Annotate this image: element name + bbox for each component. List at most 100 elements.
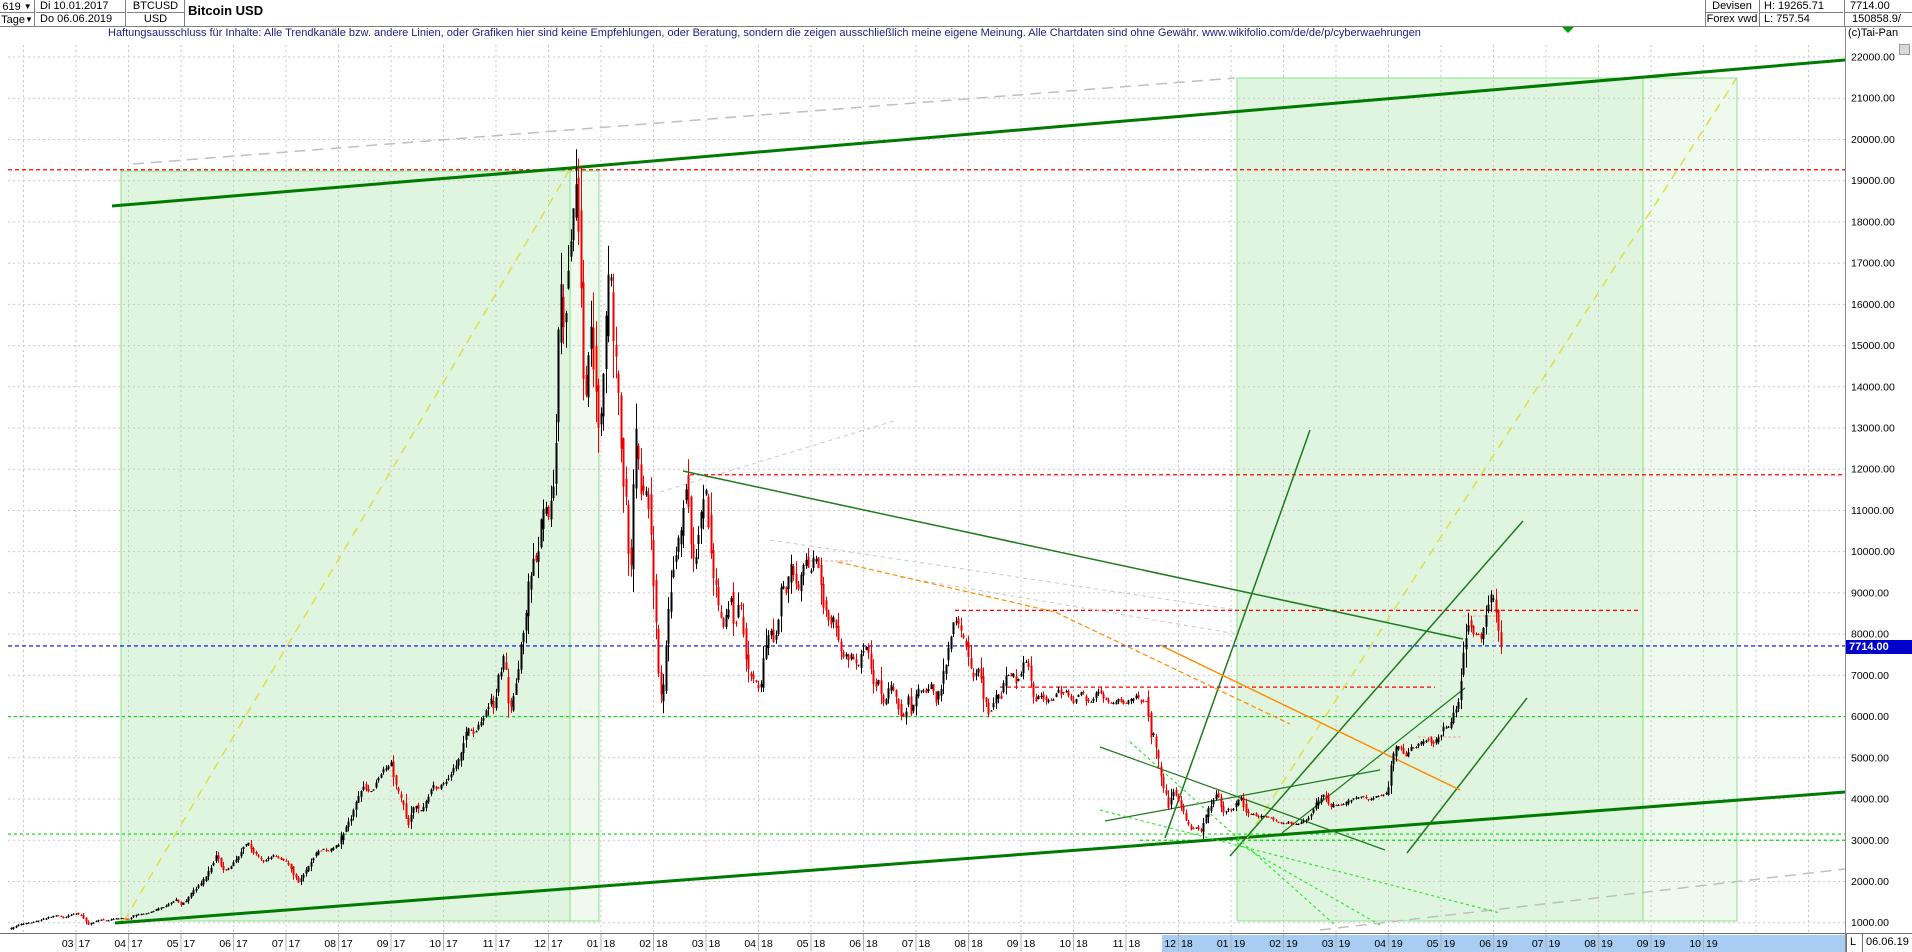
price-alert-lines xyxy=(8,169,1845,841)
x-axis-year: 17 xyxy=(499,938,511,950)
x-axis-year: 18 xyxy=(866,938,878,950)
bars-count: 619 xyxy=(2,1,21,13)
x-axis-year: 18 xyxy=(1076,938,1088,950)
x-axis-year: 19 xyxy=(1444,938,1456,950)
orange-downtrend-dash xyxy=(837,561,1291,725)
last-price: 7714.00 xyxy=(1844,0,1912,13)
x-axis-year: 19 xyxy=(1234,938,1246,950)
copyright-watermark: (c)Tai-Pan xyxy=(1848,27,1899,39)
x-axis-year: 18 xyxy=(971,938,983,950)
x-axis-year: 18 xyxy=(1129,938,1141,950)
x-axis-year: 18 xyxy=(1181,938,1193,950)
chevron-down-icon: ▼ xyxy=(23,2,32,11)
bars-count-dropdown[interactable]: 619 ▼ xyxy=(0,0,35,13)
x-axis-year: 19 xyxy=(1549,938,1561,950)
x-axis-month: 07 xyxy=(1532,938,1544,950)
last-price-axis-tag: 7714.00 xyxy=(1846,640,1912,654)
x-axis-year: 17 xyxy=(394,938,406,950)
timeframe: Tage xyxy=(1,14,25,26)
x-axis-year: 17 xyxy=(551,938,563,950)
y-axis-tick-label: 22000.00 xyxy=(1851,52,1895,64)
green-rally-channel-1 xyxy=(1229,520,1524,857)
green-base-2019 xyxy=(1104,769,1381,822)
x-axis-month: 03 xyxy=(62,938,74,950)
chart-header: 619 ▼ Tage▼ Di 10.01.2017 Do 06.06.2019 … xyxy=(0,0,1912,27)
x-axis-year: 17 xyxy=(184,938,196,950)
green-rally-channel-2 xyxy=(1406,697,1528,854)
x-axis-month: 11 xyxy=(1113,938,1124,950)
date-from[interactable]: Di 10.01.2017 xyxy=(36,0,126,13)
x-axis-year: 17 xyxy=(79,938,91,950)
y-axis-tick-label: 13000.00 xyxy=(1851,423,1895,435)
green-rally-steep xyxy=(1164,429,1311,839)
y-axis-tick-label: 2000.00 xyxy=(1851,876,1889,888)
x-axis-month: 09 xyxy=(377,938,389,950)
chart-plot-area[interactable] xyxy=(8,45,1845,933)
trend-lines-layer xyxy=(111,58,1845,931)
last-date: 06.06.19 xyxy=(1866,936,1909,948)
x-axis-year: 18 xyxy=(1024,938,1036,950)
y-axis-tick-label: 11000.00 xyxy=(1851,505,1894,517)
x-axis-year: 19 xyxy=(1601,938,1613,950)
y-axis-tick-label: 16000.00 xyxy=(1851,299,1895,311)
x-axis-month: 02 xyxy=(1269,938,1281,950)
y-axis-tick-label: 15000.00 xyxy=(1851,340,1895,352)
x-axis-month: 06 xyxy=(219,938,231,950)
fib-fan-yellow-1 xyxy=(123,168,571,922)
x-axis-month: 04 xyxy=(744,938,756,950)
green-zone-2019-b xyxy=(1236,77,1738,922)
x-axis-month: 10 xyxy=(1689,938,1701,950)
x-axis-year: 18 xyxy=(761,938,773,950)
y-axis-tick-label: 1000.00 xyxy=(1851,917,1889,929)
x-axis-year: 18 xyxy=(709,938,721,950)
x-axis-year: 18 xyxy=(814,938,826,950)
x-axis-month: 05 xyxy=(1427,938,1439,950)
x-axis-month: 01 xyxy=(1217,938,1229,950)
x-axis-month: 10 xyxy=(429,938,441,950)
bright-green-diag-1 xyxy=(1129,741,1336,926)
grid-layer xyxy=(8,45,1845,933)
y-axis-tick-label: 12000.00 xyxy=(1851,464,1895,476)
x-axis-month: 03 xyxy=(1322,938,1334,950)
grey-trend-down-2 xyxy=(899,576,1238,635)
channel-bottom-thick xyxy=(114,790,1845,925)
x-axis-year: 19 xyxy=(1654,938,1666,950)
bright-green-diag-2 xyxy=(1099,809,1501,914)
channel-top-thick xyxy=(111,58,1845,208)
y-axis-tick-label: 4000.00 xyxy=(1851,794,1889,806)
orange-downtrend-solid xyxy=(1159,644,1461,791)
y-axis-labels: 22000.00 21000.00 20000.00 19000.00 18000.00… xyxy=(1851,52,1895,930)
x-axis-month: 06 xyxy=(1479,938,1491,950)
y-axis-tick-label: 10000.00 xyxy=(1851,546,1895,558)
page-title: Bitcoin USD xyxy=(188,3,264,18)
bottom-right-corner: L 06.06.19 xyxy=(1846,934,1912,952)
date-to[interactable]: Do 06.06.2019 xyxy=(36,13,126,26)
y-axis-tick-label: 19000.00 xyxy=(1851,175,1895,187)
chevron-down-icon: ▼ xyxy=(24,15,33,24)
last-flag: L xyxy=(1850,936,1857,948)
x-axis-year: 18 xyxy=(919,938,931,950)
x-axis-month: 04 xyxy=(1374,938,1386,950)
green-downtrend-long xyxy=(682,470,1464,640)
fib-fan-yellow-2 xyxy=(1246,78,1737,839)
x-axis-month: 01 xyxy=(587,938,599,950)
disclaimer-text: Haftungsausschluss für Inhalte: Alle Tre… xyxy=(108,27,1421,39)
x-axis-month: 08 xyxy=(324,938,336,950)
y-axis-tick-label: 20000.00 xyxy=(1851,134,1895,146)
x-axis-year: 19 xyxy=(1496,938,1508,950)
quote-source: Forex vwd xyxy=(1705,13,1758,26)
timeframe-dropdown[interactable]: Tage▼ xyxy=(0,13,35,26)
x-axis-month: 09 xyxy=(1007,938,1019,950)
scrollbar-button[interactable] xyxy=(1899,44,1910,55)
x-axis-month: 05 xyxy=(797,938,809,950)
y-axis-tick-label: 3000.00 xyxy=(1851,835,1889,847)
time-range-highlight[interactable] xyxy=(1162,935,1845,952)
x-axis-month: 05 xyxy=(167,938,179,950)
x-axis-month: 12 xyxy=(1164,938,1176,950)
grey-trend-mid-up xyxy=(659,419,898,493)
high-value: H: 19265.71 xyxy=(1759,0,1843,13)
x-axis-month: 08 xyxy=(1584,938,1596,950)
x-axis-month: 12 xyxy=(534,938,546,950)
symbol: BTCUSD xyxy=(127,0,185,13)
